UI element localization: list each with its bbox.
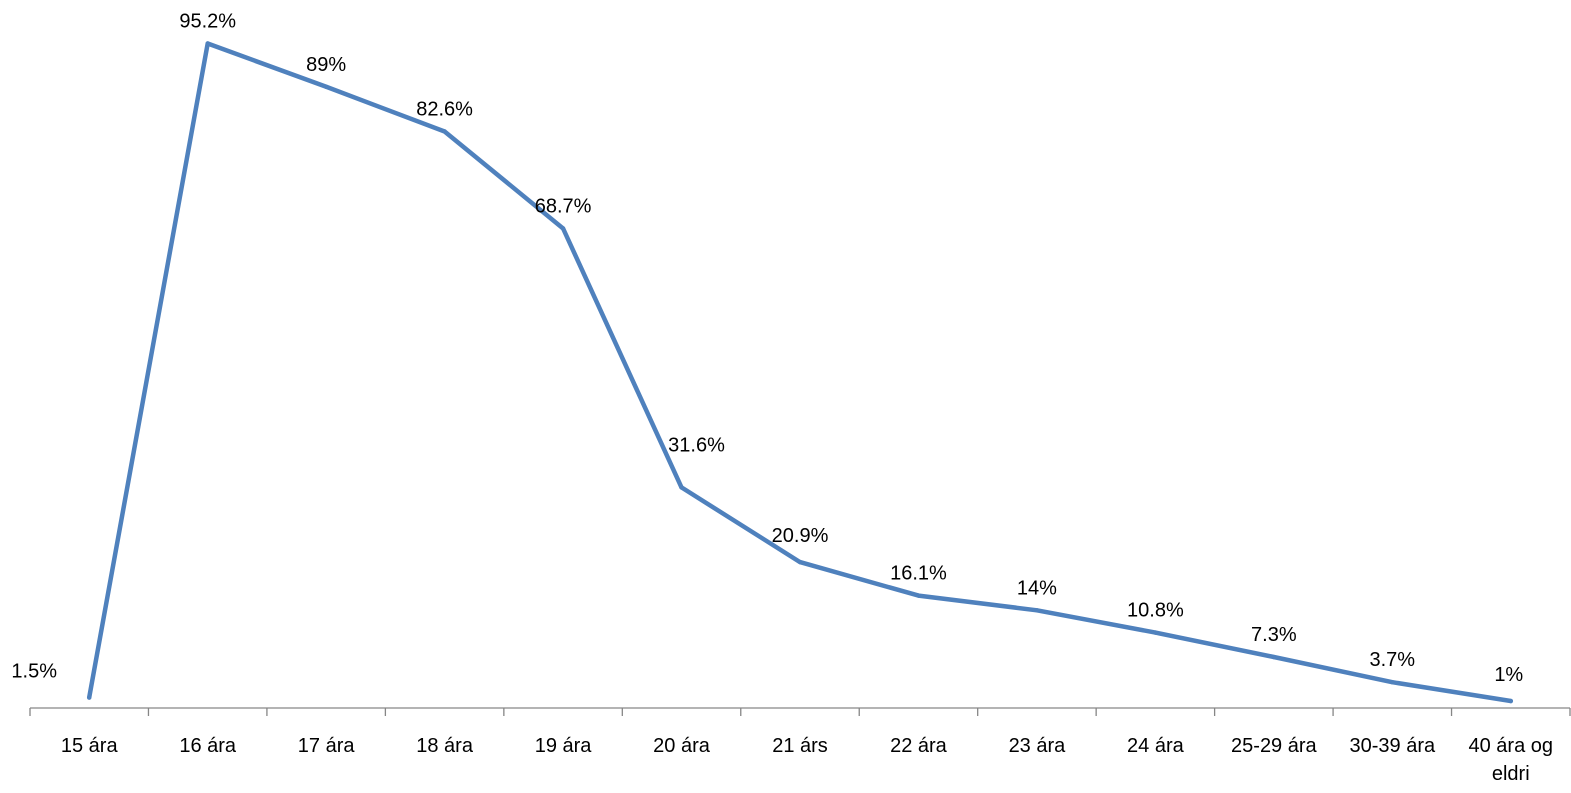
x-tick-label: 17 ára [298, 735, 356, 757]
x-tick-label: 15 ára [61, 735, 119, 757]
x-tick-label: 23 ára [1009, 735, 1067, 757]
data-label: 1.5% [11, 661, 57, 683]
data-point [1034, 608, 1040, 613]
data-point [797, 559, 803, 565]
x-tick-label: 40 ára og eldri [1469, 735, 1554, 785]
data-label: 3.7% [1370, 649, 1416, 671]
data-point [442, 129, 447, 134]
x-tick-label: 16 ára [179, 735, 237, 757]
data-point [323, 84, 329, 89]
data-label: 10.8% [1127, 600, 1184, 622]
data-label: 68.7% [535, 195, 592, 217]
data-label: 89% [306, 54, 346, 76]
x-axis [29, 707, 1571, 716]
data-point [916, 593, 921, 598]
x-tick-label: 19 ára [535, 735, 593, 757]
data-point [1153, 630, 1158, 635]
data-point [1271, 654, 1277, 660]
series-layer [86, 41, 1514, 704]
data-point [87, 695, 92, 700]
data-label: 20.9% [772, 525, 829, 547]
data-point [1390, 679, 1395, 685]
data-point [679, 485, 684, 490]
x-tick-label: 18 ára [416, 735, 474, 757]
x-tick-label: 21 árs [772, 735, 828, 757]
x-tick-label: 25-29 ára [1231, 735, 1317, 757]
x-tick-label: 20 ára [653, 735, 711, 757]
x-tick-labels: 15 ára 16 ára 17 ára 18 ára 19 ára 20 ára 21 á… [61, 735, 1553, 785]
x-tick-label: 30-39 ára [1349, 735, 1435, 757]
data-point [205, 41, 210, 46]
data-label: 1% [1494, 664, 1523, 686]
data-label: 31.6% [668, 434, 725, 456]
data-label: 14% [1017, 577, 1057, 599]
x-tick-label: 22 ára [890, 735, 948, 757]
data-label: 82.6% [416, 98, 473, 120]
series-line [86, 41, 1514, 704]
data-label: 95.2% [179, 11, 236, 33]
data-label: 7.3% [1251, 624, 1297, 646]
data-labels: 1.5% 95.2% 89% 82.6% 68.7% 31.6% 20.9% 16.1% 14%… [11, 11, 1523, 687]
data-label: 16.1% [890, 563, 947, 585]
data-point [1508, 698, 1513, 704]
x-tick-label: 24 ára [1127, 735, 1185, 757]
data-point [560, 226, 566, 231]
